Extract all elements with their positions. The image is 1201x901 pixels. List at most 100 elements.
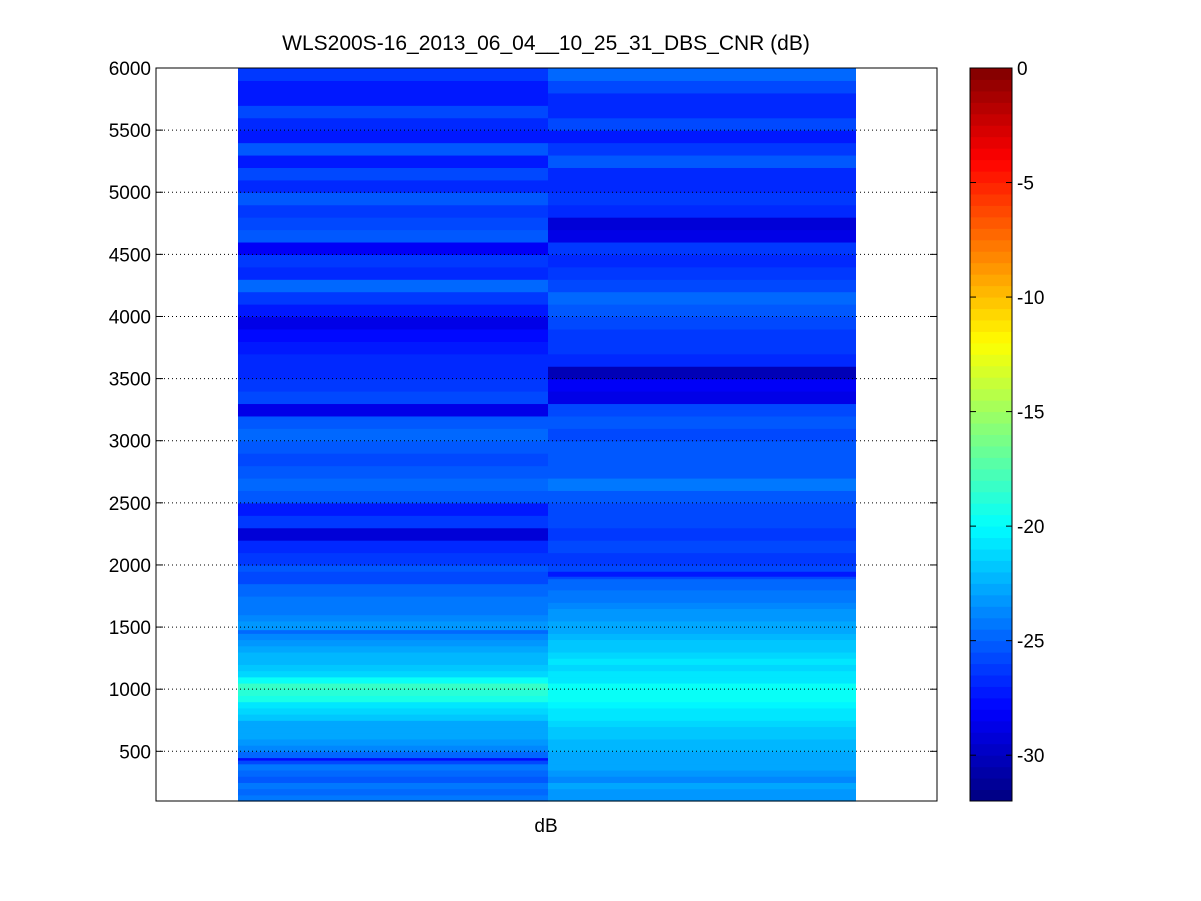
heatmap-cell bbox=[548, 707, 856, 715]
heatmap-cell bbox=[548, 776, 856, 783]
colorbar-step bbox=[970, 79, 1012, 92]
heatmap-cell bbox=[238, 620, 548, 628]
colorbar-step bbox=[970, 193, 1012, 206]
colorbar-step bbox=[970, 629, 1012, 642]
heatmap-cell bbox=[238, 782, 548, 790]
colorbar-tick-label: -25 bbox=[1017, 632, 1044, 653]
heatmap-cell bbox=[548, 440, 856, 454]
heatmap-cell bbox=[238, 92, 548, 106]
y-tick-label: 3000 bbox=[109, 432, 151, 453]
colorbar-step bbox=[970, 365, 1012, 378]
colorbar-tick-label: -10 bbox=[1017, 288, 1044, 309]
colorbar-step bbox=[970, 743, 1012, 756]
colorbar-step bbox=[970, 182, 1012, 195]
heatmap-cell bbox=[548, 576, 856, 580]
heatmap-cell bbox=[238, 440, 548, 454]
heatmap-cell bbox=[548, 589, 856, 597]
heatmap-cell bbox=[548, 732, 856, 740]
colorbar-step bbox=[970, 709, 1012, 722]
heatmap-cell bbox=[238, 68, 548, 82]
heatmap-cell bbox=[238, 760, 548, 765]
colorbar-step bbox=[970, 640, 1012, 653]
colorbar-step bbox=[970, 652, 1012, 665]
heatmap-cell bbox=[548, 564, 856, 572]
heatmap-cell bbox=[238, 720, 548, 728]
heatmap-cell bbox=[548, 403, 856, 417]
heatmap-cell bbox=[548, 477, 856, 491]
y-tick-label: 500 bbox=[119, 742, 151, 763]
heatmap-cell bbox=[238, 552, 548, 566]
heatmap-cell bbox=[548, 769, 856, 777]
heatmap-cell bbox=[238, 695, 548, 703]
heatmap-cell bbox=[548, 738, 856, 746]
heatmap-cell bbox=[238, 179, 548, 193]
heatmap-cell bbox=[548, 502, 856, 516]
heatmap-cell bbox=[238, 714, 548, 721]
heatmap-cell bbox=[238, 341, 548, 355]
heatmap-cell bbox=[238, 745, 548, 752]
heatmap-cell bbox=[548, 192, 856, 206]
heatmap-cell bbox=[238, 502, 548, 516]
heatmap-cell bbox=[548, 68, 856, 82]
heatmap-cell bbox=[548, 204, 856, 218]
colorbar-step bbox=[970, 766, 1012, 779]
heatmap-cell bbox=[548, 490, 856, 504]
heatmap-cell bbox=[238, 217, 548, 231]
colorbar-step bbox=[970, 606, 1012, 619]
colorbar-step bbox=[970, 732, 1012, 745]
heatmap-cell bbox=[548, 676, 856, 684]
heatmap-cell bbox=[548, 620, 856, 628]
heatmap-cell bbox=[238, 266, 548, 280]
colorbar-step bbox=[970, 755, 1012, 768]
heatmap-cell bbox=[548, 794, 856, 802]
heatmap-cell bbox=[238, 577, 548, 585]
colorbar-step bbox=[970, 308, 1012, 321]
colorbar-step bbox=[970, 90, 1012, 103]
heatmap-cells bbox=[238, 68, 856, 802]
colorbar-frame bbox=[969, 67, 1013, 802]
heatmap-cell bbox=[548, 614, 856, 622]
colorbar-step bbox=[970, 68, 1012, 80]
heatmap-cell bbox=[548, 596, 856, 603]
colorbar-axis: 0 -5 -10 -15 -20 -25 -30 bbox=[970, 59, 1044, 767]
colorbar-step bbox=[970, 102, 1012, 115]
heatmap-cell bbox=[548, 701, 856, 709]
colorbar-step bbox=[970, 423, 1012, 435]
heatmap-cell bbox=[548, 266, 856, 280]
heatmap-cell bbox=[548, 217, 856, 231]
heatmap-cell bbox=[548, 745, 856, 752]
heatmap-cell bbox=[238, 316, 548, 330]
heatmap-cell bbox=[238, 583, 548, 591]
colorbar-step bbox=[970, 159, 1012, 172]
heatmap-cell bbox=[548, 453, 856, 467]
heatmap-cell bbox=[238, 167, 548, 181]
colorbar-step bbox=[970, 285, 1012, 298]
heatmap-cell bbox=[238, 664, 548, 672]
heatmap-cell bbox=[238, 763, 548, 771]
heatmap-cell bbox=[238, 707, 548, 715]
y-tick-label: 4500 bbox=[109, 245, 151, 266]
heatmap-cell bbox=[548, 341, 856, 355]
heatmap-cell bbox=[548, 664, 856, 672]
heatmap-cell bbox=[238, 629, 548, 634]
heatmap-cell bbox=[548, 92, 856, 106]
heatmap-cell bbox=[238, 192, 548, 206]
colorbar-step bbox=[970, 319, 1012, 332]
colorbar-step bbox=[970, 342, 1012, 355]
heatmap-cell bbox=[238, 794, 548, 802]
colorbar-step bbox=[970, 377, 1012, 390]
heatmap-cell bbox=[238, 130, 548, 144]
heatmap-cell bbox=[548, 670, 856, 678]
heatmap-cell bbox=[238, 627, 548, 631]
heatmap-cell bbox=[548, 428, 856, 442]
colorbar-step bbox=[970, 388, 1012, 401]
heatmap-cell bbox=[548, 167, 856, 181]
y-tick-label: 5000 bbox=[109, 183, 151, 204]
heatmap-cell bbox=[548, 391, 856, 405]
heatmap-cell bbox=[548, 627, 856, 634]
heatmap-cell bbox=[548, 645, 856, 653]
heatmap-cell bbox=[548, 415, 856, 429]
heatmap-cell bbox=[548, 179, 856, 193]
colorbar-step bbox=[970, 720, 1012, 733]
heatmap-cell bbox=[238, 279, 548, 293]
